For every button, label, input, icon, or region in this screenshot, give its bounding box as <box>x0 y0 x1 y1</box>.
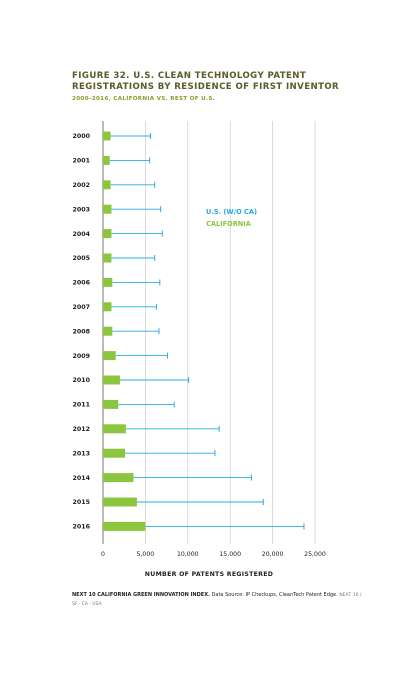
california-bar <box>103 155 110 165</box>
california-bar <box>103 229 112 239</box>
y-tick-label: 2005 <box>72 255 90 262</box>
y-tick-label: 2000 <box>72 133 90 140</box>
california-bar <box>103 302 112 312</box>
x-tick-label: 15,000 <box>219 551 241 558</box>
y-tick-label: 2001 <box>72 158 90 165</box>
footnote: NEXT 10 CALIFORNIA GREEN INNOVATION INDE… <box>72 591 362 609</box>
y-tick-label: 2002 <box>72 182 90 189</box>
footnote-imprint: NEXT 10 / SF · CA · USA <box>72 593 362 607</box>
california-bar <box>103 204 112 214</box>
footnote-source-text: Data Source: IP Checkups, CleanTech Pate… <box>211 592 338 598</box>
california-bar <box>103 497 137 507</box>
y-tick-label: 2008 <box>72 328 90 335</box>
california-bar <box>103 351 116 361</box>
california-bar <box>103 253 112 263</box>
footnote-source-title: NEXT 10 CALIFORNIA GREEN INNOVATION INDE… <box>72 592 210 598</box>
california-bar <box>103 521 146 531</box>
legend-us: U.S. (W/O CA) <box>206 208 257 216</box>
x-axis-label: NUMBER OF PATENTS REGISTERED <box>145 571 273 578</box>
california-bar <box>103 180 111 190</box>
y-tick-label: 2013 <box>72 450 90 457</box>
y-tick-label: 2003 <box>72 206 90 213</box>
y-tick-label: 2006 <box>72 280 90 287</box>
x-tick-label: 5,000 <box>137 551 155 558</box>
x-tick-label: 10,000 <box>177 551 199 558</box>
california-bar <box>103 473 134 483</box>
y-tick-label: 2007 <box>72 304 90 311</box>
y-tick-label: 2012 <box>72 426 90 433</box>
x-tick-label: 0 <box>101 551 105 558</box>
legend-california: CALIFORNIA <box>206 220 252 228</box>
x-tick-label: 25,000 <box>304 551 326 558</box>
california-bar <box>103 131 111 141</box>
y-tick-label: 2009 <box>72 353 90 360</box>
chart-subtitle: 2000–2016, CALIFORNIA VS. REST OF U.S. <box>72 96 216 102</box>
california-bar <box>103 424 126 434</box>
y-tick-label: 2004 <box>72 231 90 238</box>
california-bar <box>103 277 113 287</box>
y-tick-label: 2016 <box>72 524 90 531</box>
chart-title: FIGURE 32. U.S. CLEAN TECHNOLOGY PATENT … <box>72 71 340 92</box>
y-tick-label: 2014 <box>72 475 90 482</box>
x-tick-label: 20,000 <box>262 551 284 558</box>
y-tick-label: 2015 <box>72 499 90 506</box>
california-bar <box>103 448 126 458</box>
california-bar <box>103 375 120 385</box>
y-tick-label: 2011 <box>72 402 90 409</box>
california-bar <box>103 326 113 336</box>
y-tick-label: 2010 <box>72 377 90 384</box>
california-bar <box>103 399 119 409</box>
